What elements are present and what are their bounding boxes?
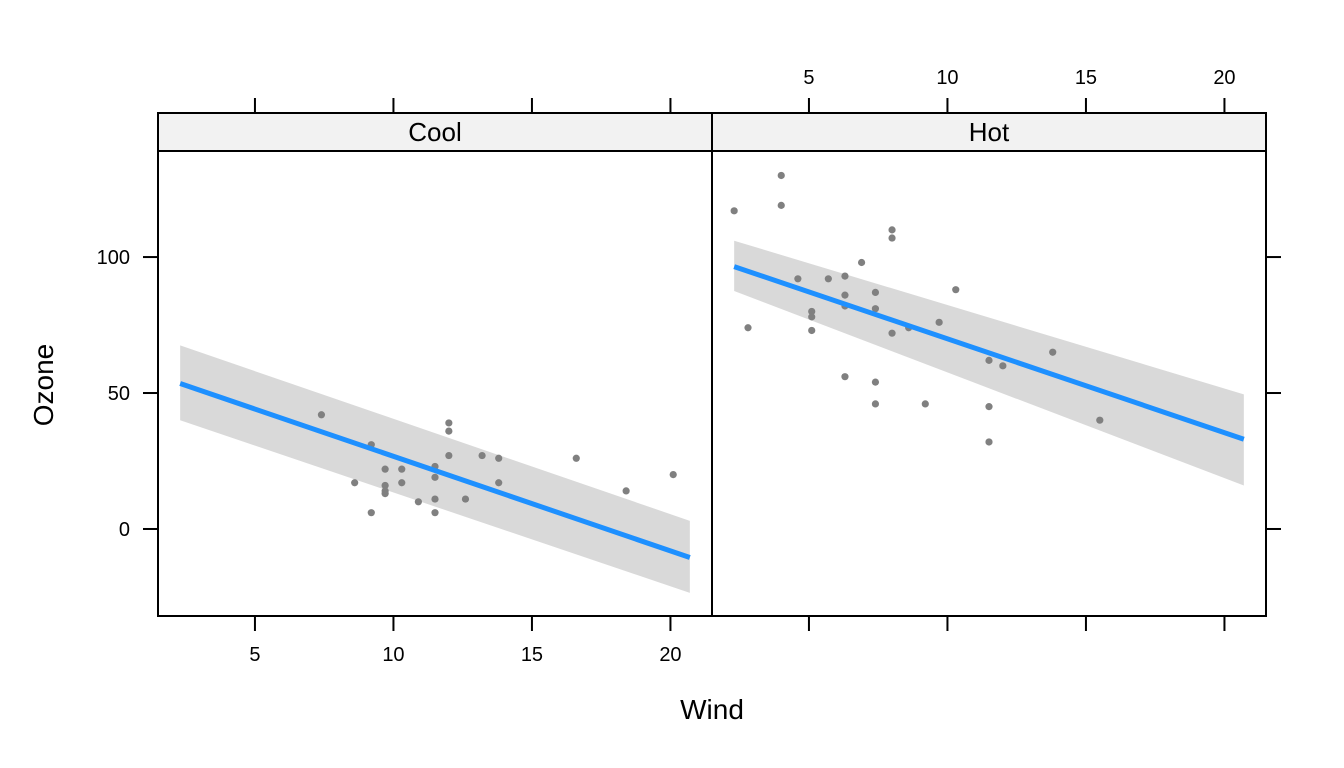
- data-point: [888, 234, 896, 242]
- fit-line-cool: [179, 381, 691, 560]
- data-point: [871, 288, 880, 297]
- x-tick-label-top: 5: [803, 67, 814, 89]
- data-point: [317, 411, 326, 419]
- data-point: [888, 226, 896, 234]
- data-point: [351, 479, 359, 487]
- fit-line-hot: [733, 264, 1245, 442]
- panel-cool: Cool 5 10 15 20 0 50 100: [97, 98, 713, 666]
- data-point: [495, 479, 503, 487]
- data-point: [985, 403, 993, 411]
- data-point: [1096, 416, 1104, 424]
- y-tick-label: 50: [108, 383, 130, 405]
- data-point: [431, 495, 439, 503]
- data-point: [777, 201, 785, 209]
- x-tick-label-bottom: 10: [382, 644, 404, 666]
- data-point: [999, 362, 1007, 370]
- data-point: [398, 479, 406, 487]
- strip-label-hot: Hot: [969, 117, 1010, 147]
- data-point: [794, 275, 802, 283]
- data-point: [478, 451, 486, 460]
- data-point: [381, 481, 389, 490]
- data-point: [952, 286, 960, 294]
- data-point: [808, 313, 816, 321]
- data-point: [431, 509, 439, 517]
- data-point: [871, 400, 880, 408]
- data-point: [669, 470, 677, 479]
- panel-hot: Hot 5 10 15 20: [711, 67, 1281, 631]
- data-point: [445, 427, 453, 435]
- panels-group: Cool 5 10 15 20 0 50 100 Hot 5 10 15 20: [97, 67, 1281, 666]
- strip-hot: [711, 112, 1267, 152]
- data-point: [622, 487, 630, 495]
- data-point: [935, 318, 943, 326]
- data-point: [414, 498, 422, 506]
- data-point: [857, 258, 866, 267]
- x-tick-label-bottom: 15: [521, 644, 543, 666]
- data-point: [1049, 348, 1057, 356]
- data-point: [572, 454, 580, 462]
- y-axis-title: Ozone: [28, 344, 59, 427]
- data-point: [824, 275, 832, 283]
- data-point: [381, 465, 389, 473]
- panel-frame-hot: [711, 150, 1267, 617]
- data-point: [808, 307, 816, 316]
- data-point: [777, 171, 785, 180]
- data-point: [730, 207, 738, 215]
- data-point: [985, 356, 993, 364]
- data-point: [808, 326, 816, 335]
- data-point: [888, 329, 896, 337]
- data-point: [431, 473, 439, 481]
- y-tick-label: 100: [97, 247, 130, 269]
- data-point: [841, 373, 849, 381]
- x-tick-label-top: 20: [1213, 67, 1235, 89]
- x-tick-label-bottom: 5: [249, 644, 260, 666]
- data-point: [461, 495, 470, 503]
- data-point: [985, 438, 993, 446]
- data-point: [445, 451, 453, 460]
- data-point: [744, 324, 752, 332]
- x-tick-label-bottom: 20: [659, 644, 681, 666]
- x-tick-label-top: 15: [1075, 67, 1097, 89]
- data-point: [495, 454, 503, 462]
- data-point: [398, 465, 406, 473]
- data-point: [871, 305, 880, 313]
- data-point: [871, 378, 880, 386]
- x-tick-label-top: 10: [936, 67, 958, 89]
- data-point: [381, 490, 389, 498]
- data-point: [367, 509, 375, 517]
- strip-label-cool: Cool: [408, 117, 461, 147]
- data-point: [841, 272, 849, 280]
- data-point: [445, 419, 453, 427]
- data-point: [921, 400, 929, 408]
- data-point: [841, 291, 849, 299]
- x-axis-title: Wind: [680, 694, 744, 725]
- y-tick-label: 0: [119, 519, 130, 541]
